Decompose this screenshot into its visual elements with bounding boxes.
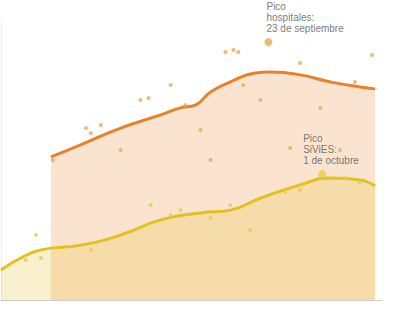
svg-text:1 de octubre: 1 de octubre	[303, 155, 359, 166]
svg-text:hospitales:: hospitales:	[266, 12, 314, 23]
svg-text:SiViES:: SiViES:	[303, 144, 337, 155]
svg-text:Pico: Pico	[303, 133, 323, 144]
svg-text:23 de septiembre: 23 de septiembre	[266, 23, 344, 34]
svg-text:Pico: Pico	[266, 1, 286, 12]
